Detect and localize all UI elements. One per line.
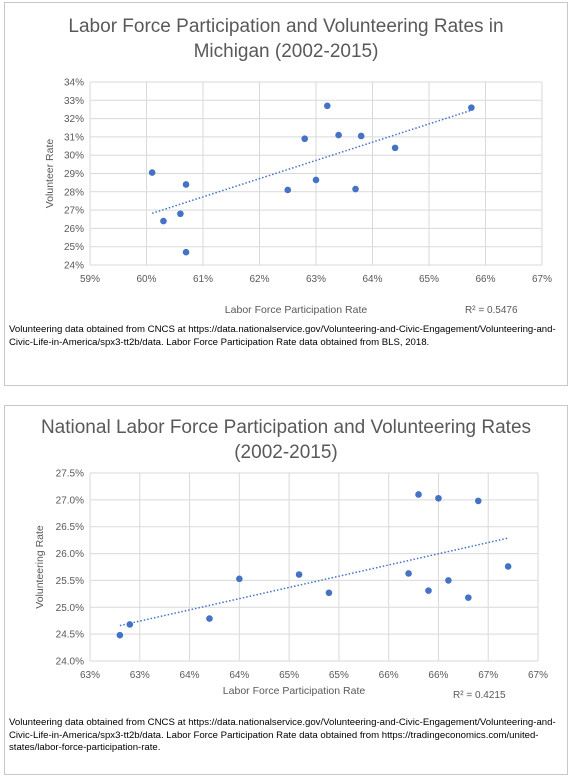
x-tick-label: 62%: [249, 274, 269, 285]
x-tick-label: 65%: [329, 670, 349, 681]
data-point: [504, 563, 512, 570]
x-tick-label: 63%: [306, 274, 326, 285]
y-tick-label: 26.5%: [56, 522, 84, 533]
x-tick-label: 66%: [428, 670, 448, 681]
data-point: [295, 571, 303, 578]
trendline: [151, 109, 472, 214]
michigan-scatter-plot: 24% 25% 26% 27% 28% 29% 30% 31% 32% 33% 34% 59% 60% 6…: [44, 78, 552, 317]
y-tick-label: 28%: [64, 187, 84, 198]
y-tick-label: 33%: [64, 96, 84, 107]
data-point: [391, 144, 399, 152]
x-tick-label: 66%: [379, 670, 399, 681]
x-tick-label: 64%: [180, 670, 200, 681]
chart-title: Labor Force Participation and Volunteeri…: [5, 14, 567, 64]
data-point: [335, 131, 342, 139]
chart-title-line-1: Labor Force Participation and Volunteeri…: [68, 16, 504, 37]
x-tick-label: 61%: [193, 274, 213, 285]
data-point: [126, 621, 134, 628]
x-axis-title: Labor Force Participation Rate: [225, 304, 368, 316]
x-tick-label: 67%: [532, 274, 552, 285]
data-point: [415, 491, 422, 498]
chart-caption: Volunteering data obtained from CNCS at …: [9, 717, 556, 753]
data-point: [465, 594, 472, 601]
data-point: [182, 248, 190, 256]
data-point: [435, 494, 442, 502]
y-tick-label: 26%: [64, 224, 84, 235]
x-tick-label: 65%: [419, 274, 439, 285]
chart-title-line-1: National Labor Force Participation and V…: [40, 417, 532, 438]
x-tick-label: 64%: [362, 274, 382, 285]
x-tick-label: 59%: [80, 274, 100, 285]
data-point: [160, 217, 167, 225]
y-axis-title: Volunteering Rate: [34, 525, 46, 609]
data-point: [468, 104, 475, 111]
data-point: [182, 181, 190, 188]
y-axis-title: Volunteer Rate: [44, 139, 56, 209]
x-tick-label: 63%: [130, 670, 150, 681]
x-tick-label: 67%: [528, 670, 548, 681]
data-point: [116, 631, 124, 639]
data-point: [352, 185, 359, 193]
data-point: [325, 589, 333, 597]
y-tick-label: 24.0%: [56, 657, 84, 668]
y-tick-label: 24%: [64, 261, 84, 272]
chart-title-line-2: (2002-2015): [234, 442, 338, 463]
data-point: [236, 575, 243, 583]
y-tick-label: 34%: [64, 78, 84, 89]
data-point: [301, 135, 309, 143]
x-tick-label: 65%: [279, 670, 299, 681]
y-tick-label: 31%: [64, 132, 84, 143]
y-tick-label: 24.5%: [56, 630, 84, 641]
data-point: [284, 186, 292, 194]
y-tick-label: 29%: [64, 169, 84, 180]
y-tick-label: 25.5%: [56, 576, 84, 587]
r-squared-label: R² = 0.4215: [453, 690, 506, 701]
y-tick-label: 25%: [64, 242, 84, 253]
x-tick-label: 64%: [229, 670, 249, 681]
x-axis-title: Labor Force Participation Rate: [223, 685, 366, 697]
data-point: [324, 102, 331, 110]
data-point: [206, 615, 213, 622]
y-tick-label: 27%: [64, 206, 84, 217]
x-tick-label: 63%: [80, 670, 100, 681]
x-tick-label: 66%: [475, 274, 495, 285]
chart-title: National Labor Force Participation and V…: [5, 415, 567, 465]
data-point: [474, 497, 482, 505]
data-point: [177, 210, 184, 218]
y-tick-label: 26.0%: [56, 549, 84, 560]
x-tick-label: 67%: [478, 670, 498, 681]
data-point: [312, 176, 320, 184]
y-tick-label: 25.0%: [56, 603, 84, 614]
national-scatter-plot: 24.0% 24.5% 25.0% 25.5% 26.0% 26.5% 27.0% 27.5%…: [34, 469, 548, 702]
michigan-chart-panel: Labor Force Participation and Volunteeri…: [4, 2, 568, 386]
y-tick-label: 27.0%: [56, 495, 84, 506]
chart-title-line-2: Michigan (2002-2015): [193, 41, 379, 62]
r-squared-label: R² = 0.5476: [465, 305, 518, 316]
y-tick-label: 27.5%: [56, 469, 84, 480]
data-point: [425, 587, 432, 594]
national-chart-panel: National Labor Force Participation and V…: [4, 405, 568, 775]
chart-caption: Volunteering data obtained from CNCS at …: [9, 324, 556, 348]
data-point: [357, 132, 365, 140]
y-tick-label: 32%: [64, 114, 84, 125]
data-point: [405, 570, 412, 577]
data-point: [445, 577, 452, 584]
data-point: [148, 169, 156, 176]
y-tick-label: 30%: [64, 151, 84, 162]
x-tick-label: 60%: [136, 274, 156, 285]
